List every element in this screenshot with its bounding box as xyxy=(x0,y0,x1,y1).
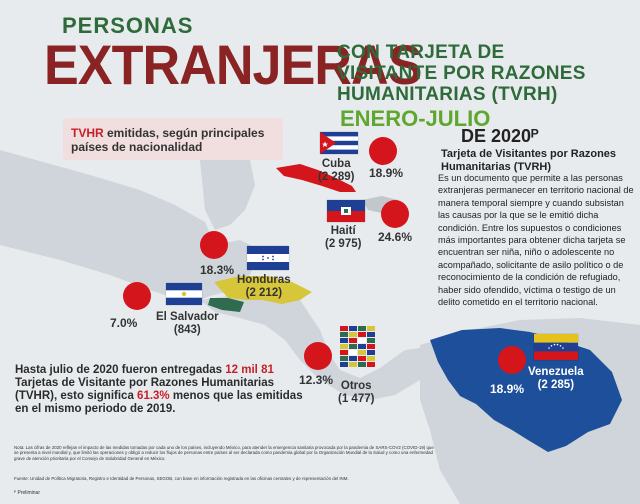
otros-percent: 12.3% xyxy=(299,373,334,387)
cuba-percent: 18.9% xyxy=(369,166,404,180)
haiti-label: Haití (2 975) xyxy=(325,225,361,251)
haiti-marker xyxy=(381,200,409,228)
honduras-count: (2 212) xyxy=(245,287,283,299)
otros-marker xyxy=(304,342,332,370)
venezuela-flag-icon xyxy=(534,334,578,360)
info-body: Es un documento que permite a las person… xyxy=(438,173,634,308)
otros-name: Otros xyxy=(340,380,372,392)
otros-count: (1 477) xyxy=(338,393,375,405)
venezuela-count: (2 285) xyxy=(537,379,575,391)
el-salvador-percent: 7.0% xyxy=(110,316,138,330)
cuba-count: (2 289) xyxy=(318,171,355,183)
honduras-name: Honduras xyxy=(237,274,291,286)
summary-part-1: Hasta julio de 2020 fueron entregadas xyxy=(15,364,226,376)
title-year: DE 2020ᴾ xyxy=(461,126,539,146)
cuba-flag-icon xyxy=(320,132,358,154)
legend-highlight: TVHR xyxy=(71,126,104,140)
footnote-nota: Nota: Las cifras de 2020 reflejan el imp… xyxy=(14,445,434,461)
honduras-marker xyxy=(200,231,228,259)
venezuela-label: Venezuela (2 285) xyxy=(528,366,584,392)
el-salvador-name: El Salvador xyxy=(156,311,219,323)
haiti-percent: 24.6% xyxy=(378,230,413,244)
summary-part-2: Tarjetas de Visitante por Razones Humani… xyxy=(15,377,275,402)
haiti-flag-icon xyxy=(327,200,365,222)
title-period: ENERO-JULIO xyxy=(340,106,491,131)
footnote-preliminar: ᴾ Preliminar xyxy=(14,490,40,496)
cuba-name: Cuba xyxy=(321,158,351,170)
subtitle-line-1: CON TARJETA DE xyxy=(337,42,505,63)
info-title: Tarjeta de Visitantes por Razones Humani… xyxy=(441,148,617,173)
honduras-label: Honduras (2 212) xyxy=(237,274,291,300)
title-subtitle: CON TARJETA DE VISITANTE POR RAZONES HUM… xyxy=(337,42,586,105)
otros-label: Otros (1 477) xyxy=(338,380,374,406)
title-personas: PERSONAS xyxy=(62,13,194,38)
summary-part-3: menos que las emitidas en el mismo perio… xyxy=(15,390,303,415)
summary-text: Hasta julio de 2020 fueron entregadas 12… xyxy=(15,364,305,416)
el-salvador-flag-icon xyxy=(166,283,202,305)
legend-box-text: TVHR emitidas, según principales países … xyxy=(71,126,283,154)
summary-highlight-percent: 61.3% xyxy=(137,390,170,402)
subtitle-line-3: HUMANITARIAS (TVRH) xyxy=(337,84,558,105)
summary-highlight-total: 12 mil 81 xyxy=(225,364,274,376)
cuba-label: Cuba (2 289) xyxy=(318,158,354,184)
honduras-shape xyxy=(214,276,312,304)
cuba-marker xyxy=(369,137,397,165)
el-salvador-label: El Salvador (843) xyxy=(156,311,219,337)
el-salvador-marker xyxy=(123,282,151,310)
venezuela-name: Venezuela xyxy=(528,366,584,378)
landmass-central-america xyxy=(0,150,260,300)
haiti-name: Haití xyxy=(330,225,356,237)
cuba-island xyxy=(276,164,356,192)
haiti-count: (2 975) xyxy=(325,238,362,250)
venezuela-percent: 18.9% xyxy=(490,382,525,396)
title-extranjeras: EXTRANJERAS xyxy=(44,33,422,96)
el-salvador-shape xyxy=(208,298,244,312)
subtitle-line-2: VISITANTE POR RAZONES xyxy=(337,63,586,84)
footnote-fuente: Fuente: Unidad de Política Migratoria, R… xyxy=(14,476,349,481)
landmass-yucatan xyxy=(200,150,255,230)
legend-box xyxy=(63,118,283,160)
flags-collage-icon xyxy=(340,326,376,372)
legend-text: emitidas, según principales países de na… xyxy=(71,126,265,154)
venezuela-marker xyxy=(498,346,526,374)
honduras-flag-icon xyxy=(247,246,289,270)
honduras-percent: 18.3% xyxy=(200,263,235,277)
el-salvador-count: (843) xyxy=(173,324,201,336)
